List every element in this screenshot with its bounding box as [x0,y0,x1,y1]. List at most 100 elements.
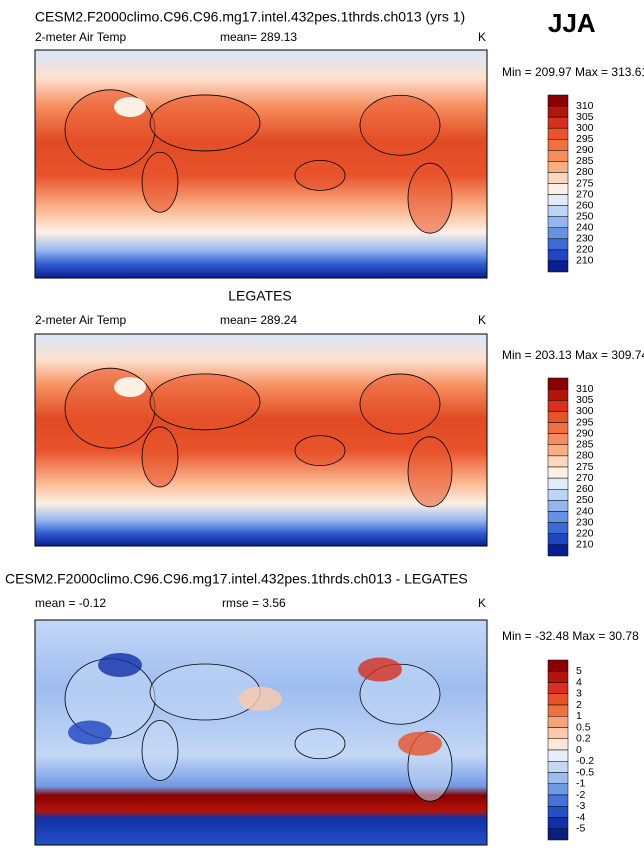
colorbar-label: 280 [576,450,594,462]
landmass [294,159,346,191]
colorbar-box [547,444,569,457]
colorbar-label: 220 [576,528,594,540]
colorbar-box [547,377,569,390]
colorbar-label: 270 [576,188,594,200]
landmass [141,426,179,488]
anomaly-patch [398,731,442,756]
colorbar-label: 305 [576,394,594,406]
stat-label: mean= 289.13 [220,30,297,44]
colorbar-box [547,194,569,206]
colorbar-box [547,260,569,273]
colorbar-label: 220 [576,244,594,256]
colorbar-label: -2 [576,789,585,801]
colorbar-box [547,761,569,773]
colorbar-box [547,216,569,228]
colorbar-label: 0.2 [576,733,591,745]
colorbar-label: 275 [576,461,594,473]
colorbar-box [547,466,569,479]
colorbar-box [547,172,569,184]
map-frame [34,49,488,279]
colorbar-label: 310 [576,100,594,112]
colorbar-label: 295 [576,133,594,145]
colorbar-label: 210 [576,255,594,267]
colorbar-label: 275 [576,177,594,189]
colorbar-box [547,116,569,129]
colorbar-label: 0.5 [576,721,591,733]
units: K [478,313,486,327]
colorbar-box [547,693,569,706]
colorbar-box [547,127,569,140]
left-label: mean = -0.12 [35,596,106,610]
highland [114,377,146,397]
colorbar-label: 0 [576,744,582,756]
season-label: JJA [548,8,596,38]
stat-label: mean= 289.24 [220,313,297,327]
colorbar-box [547,455,569,468]
colorbar-box [547,806,569,818]
panel-title: LEGATES [228,288,292,304]
colorbar-label: 210 [576,539,594,551]
colorbar-box [547,671,569,683]
colorbar-label: 310 [576,383,594,395]
colorbar-box [547,477,569,490]
colorbar-label: 250 [576,210,594,222]
colorbar-box [547,794,569,807]
colorbar-label: 280 [576,166,594,178]
colorbar-box [547,161,569,173]
colorbar-label: 260 [576,483,594,495]
colorbar-box [547,544,569,557]
landmass [149,373,261,431]
anomaly-patch [238,686,282,711]
colorbar-label: -3 [576,800,585,812]
landmass [407,436,453,508]
left-label: 2-meter Air Temp [35,313,126,327]
colorbar-label: 240 [576,505,594,517]
colorbar-box [547,500,569,512]
landmass [141,151,179,213]
colorbar-box [547,139,569,151]
colorbar-box [547,249,569,262]
colorbar-label: 305 [576,111,594,123]
colorbar-box [547,727,569,739]
colorbar-box [547,227,569,240]
colorbar-box [547,716,569,728]
landmass [359,94,441,156]
colorbar-label: 300 [576,405,594,417]
colorbar-label: 285 [576,439,594,451]
colorbar-label: -5 [576,823,585,835]
units: K [478,596,486,610]
left-label: 2-meter Air Temp [35,30,126,44]
anomaly-patch [68,720,112,745]
colorbar-box [547,388,569,401]
colorbar-label: -1 [576,778,585,790]
colorbar-box [547,828,569,841]
landmass [294,435,346,467]
colorbar-box [547,400,569,412]
stat-label: rmse = 3.56 [222,596,286,610]
colorbar-label: -4 [576,811,585,823]
colorbar-label: 300 [576,122,594,134]
colorbar-box [547,205,569,217]
colorbar-box [547,150,569,162]
colorbar-label: 250 [576,494,594,506]
colorbar-label: 230 [576,233,594,245]
colorbar-box [547,94,569,107]
colorbar-box [547,238,569,251]
colorbar-box [547,533,569,546]
landmass [407,162,453,234]
colorbar-box [547,659,569,672]
colorbar-box [547,817,569,829]
colorbar-label: -0.2 [576,755,594,767]
min-max: Min = 209.97 Max = 313.61 [502,65,644,79]
landmass [149,94,261,152]
colorbar-box [547,511,569,523]
colorbar-box [547,738,569,751]
colorbar-box [547,433,569,445]
units: K [478,30,486,44]
map-frame [34,619,488,846]
colorbar-box [547,749,569,762]
min-max: Min = 203.13 Max = 309.74 [502,348,644,362]
landmass [359,373,441,435]
colorbar-box [547,522,569,534]
